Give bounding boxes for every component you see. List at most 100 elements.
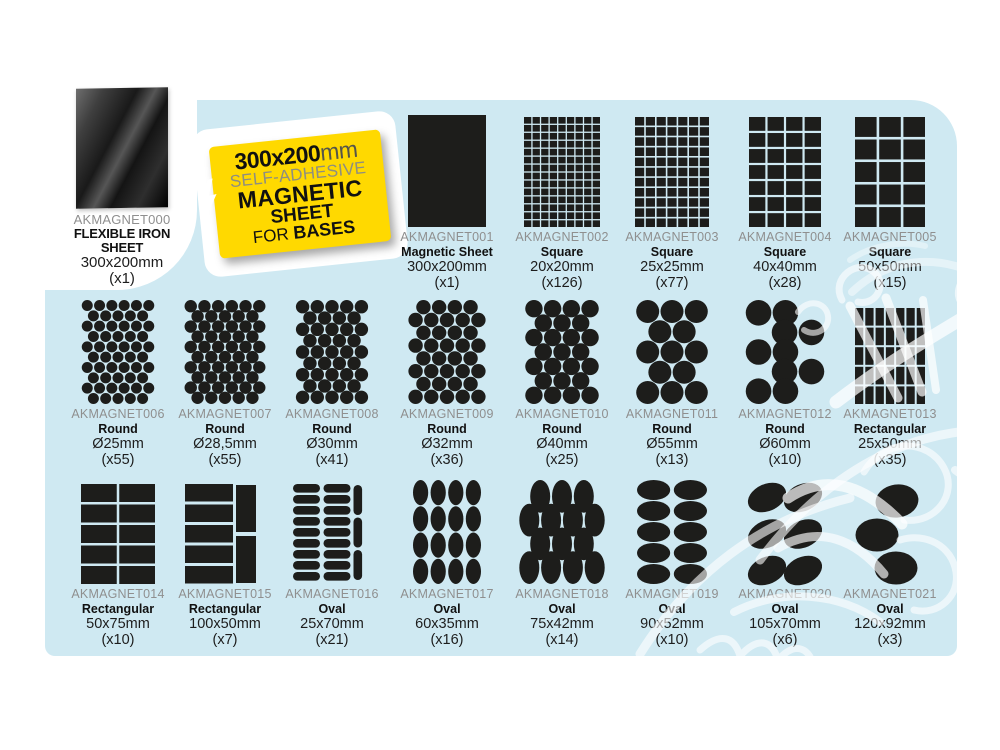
product-count: (x126) (541, 275, 583, 291)
product-size: Ø30mm (306, 436, 358, 452)
product-count: (x13) (655, 452, 689, 468)
product-type: Round (205, 422, 245, 436)
product-cell-akmagnet003: AKMAGNET003 Square 25x25mm (x77) (617, 115, 727, 291)
product-code: AKMAGNET019 (625, 587, 719, 601)
product-cell-akmagnet014: AKMAGNET014 Rectangular 50x75mm (x10) (63, 480, 173, 648)
product-type: Oval (548, 602, 576, 616)
product-code: AKMAGNET005 (843, 230, 937, 244)
product-type: Rectangular (188, 602, 262, 616)
sheet-preview (408, 115, 486, 227)
product-count: (x7) (212, 632, 238, 648)
product-type: Oval (318, 602, 346, 616)
product-cell-akmagnet009: AKMAGNET009 Round Ø32mm (x36) (392, 300, 502, 468)
product-type: Round (765, 422, 805, 436)
product-count: (x1) (109, 270, 135, 287)
product-type: Oval (771, 602, 799, 616)
product-size: 75x42mm (530, 616, 594, 632)
product-count: (x28) (768, 275, 802, 291)
product-size: 120x92mm (854, 616, 926, 632)
product-code: AKMAGNET018 (515, 587, 609, 601)
product-count: (x1) (434, 275, 460, 291)
product-count: (x41) (315, 452, 349, 468)
product-type: Round (312, 422, 352, 436)
product-count: (x3) (877, 632, 903, 648)
product-type: Oval (433, 602, 461, 616)
product-code: AKMAGNET006 (71, 407, 165, 421)
sheet-preview (855, 308, 925, 404)
product-size: Ø40mm (536, 436, 588, 452)
sheet-preview (635, 117, 709, 227)
product-size: 20x20mm (530, 259, 594, 275)
product-count: (x10) (655, 632, 689, 648)
promo-sticker: 300x200mm SELF-ADHESIVE MAGNETIC SHEET F… (208, 129, 392, 259)
product-cell-akmagnet018: AKMAGNET018 Oval 75x42mm (x14) (507, 480, 617, 648)
product-size: Ø25mm (92, 436, 144, 452)
product-size: Ø55mm (646, 436, 698, 452)
product-type: Rectangular (81, 602, 155, 616)
product-type: Oval (658, 602, 686, 616)
product-count: (x21) (315, 632, 349, 648)
product-code: AKMAGNET008 (285, 407, 379, 421)
sheet-preview (855, 484, 919, 585)
sheet-preview (637, 480, 707, 584)
product-code: AKMAGNET013 (843, 407, 937, 421)
product-type: Round (652, 422, 692, 436)
sheet-preview (184, 300, 266, 404)
product-count: (x55) (208, 452, 242, 468)
lightning-bolt-icon (182, 134, 217, 220)
product-cell-akmagnet011: AKMAGNET011 Round Ø55mm (x13) (617, 300, 727, 468)
product-code: AKMAGNET011 (625, 407, 719, 421)
product-count: (x55) (101, 452, 135, 468)
product-type: Round (542, 422, 582, 436)
product-size: 105x70mm (749, 616, 821, 632)
product-cell-akmagnet006: AKMAGNET006 Round Ø25mm (x55) (63, 300, 173, 468)
product-type: Square (540, 245, 584, 259)
product-cell-akmagnet000: AKMAGNET000 FLEXIBLE IRON SHEET 300x200m… (62, 87, 182, 287)
sheet-preview (295, 300, 369, 404)
product-size: Ø28,5mm (193, 436, 257, 452)
product-code: AKMAGNET009 (400, 407, 494, 421)
product-code: AKMAGNET012 (738, 407, 832, 421)
product-count: (x35) (873, 452, 907, 468)
product-code: AKMAGNET015 (178, 587, 272, 601)
product-size: Ø32mm (421, 436, 473, 452)
product-size: 25x70mm (300, 616, 364, 632)
sheet-preview (413, 480, 481, 584)
product-code: AKMAGNET004 (738, 230, 832, 244)
product-cell-akmagnet012: AKMAGNET012 Round Ø60mm (x10) (730, 300, 840, 468)
product-cell-akmagnet002: AKMAGNET002 Square 20x20mm (x126) (507, 115, 617, 291)
product-size: 300x200mm (407, 259, 487, 275)
product-code: AKMAGNET010 (515, 407, 609, 421)
sheet-preview (293, 484, 363, 581)
sheet-preview (519, 480, 605, 584)
product-count: (x36) (430, 452, 464, 468)
product-count: (x10) (101, 632, 135, 648)
product-count: (x10) (768, 452, 802, 468)
sheet-preview (749, 117, 821, 227)
sheet-preview (855, 117, 925, 227)
product-size: 300x200mm (80, 254, 164, 271)
product-size: 60x35mm (415, 616, 479, 632)
product-size: 25x50mm (858, 436, 922, 452)
product-code: AKMAGNET016 (285, 587, 379, 601)
sheet-preview (408, 300, 486, 404)
product-type: Magnetic Sheet (401, 245, 493, 259)
iron-sheet-image (76, 87, 168, 209)
product-cell-akmagnet020: AKMAGNET020 Oval 105x70mm (x6) (730, 480, 840, 648)
product-type: Round (427, 422, 467, 436)
product-type: Oval (876, 602, 904, 616)
product-cell-akmagnet004: AKMAGNET004 Square 40x40mm (x28) (730, 115, 840, 291)
product-cell-akmagnet013: AKMAGNET013 Rectangular 25x50mm (x35) (835, 300, 945, 468)
product-type: Square (868, 245, 912, 259)
product-cell-akmagnet005: AKMAGNET005 Square 50x50mm (x15) (835, 115, 945, 291)
product-count: (x14) (545, 632, 579, 648)
product-type: Square (650, 245, 694, 259)
product-count: (x15) (873, 275, 907, 291)
sheet-preview (524, 117, 600, 227)
product-cell-akmagnet017: AKMAGNET017 Oval 60x35mm (x16) (392, 480, 502, 648)
product-count: (x25) (545, 452, 579, 468)
product-size: 90x52mm (640, 616, 704, 632)
product-type: Round (98, 422, 138, 436)
product-code: AKMAGNET002 (515, 230, 609, 244)
